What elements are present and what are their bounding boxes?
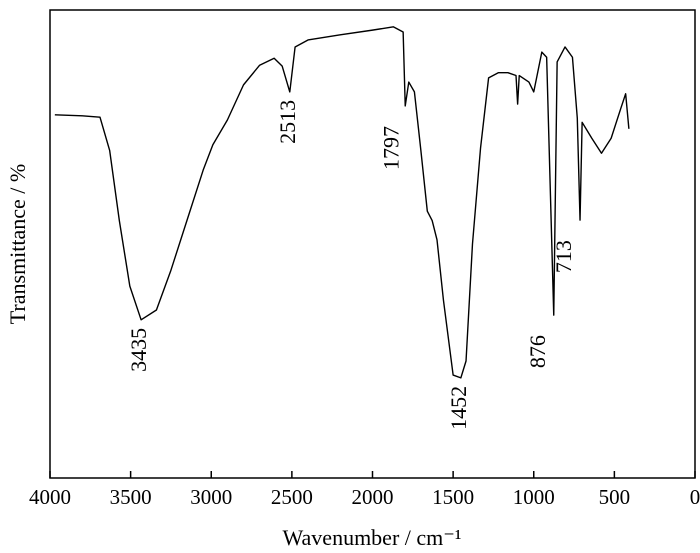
peak-label: 876: [525, 335, 550, 368]
peak-label: 713: [551, 240, 576, 273]
plot-frame: [49, 9, 696, 479]
x-axis-label: Wavenumber / cm⁻¹: [283, 525, 462, 550]
x-tick-label: 1000: [513, 485, 555, 509]
x-tick-label: 3000: [190, 485, 232, 509]
x-tick-label: 2500: [271, 485, 313, 509]
peak-label: 2513: [275, 100, 300, 144]
spectrum-line: [54, 26, 630, 379]
x-tick-label: 4000: [29, 485, 71, 509]
peak-label: 1797: [378, 126, 403, 170]
x-tick-label: 2000: [352, 485, 394, 509]
x-tick-label: 3500: [110, 485, 152, 509]
peak-label: 1452: [446, 386, 471, 430]
x-tick-label: 0: [690, 485, 700, 509]
x-tick-label: 1500: [432, 485, 474, 509]
x-tick-label: 500: [599, 485, 631, 509]
peak-label: 3435: [126, 328, 151, 372]
y-axis-label: Transmittance / %: [5, 164, 30, 325]
